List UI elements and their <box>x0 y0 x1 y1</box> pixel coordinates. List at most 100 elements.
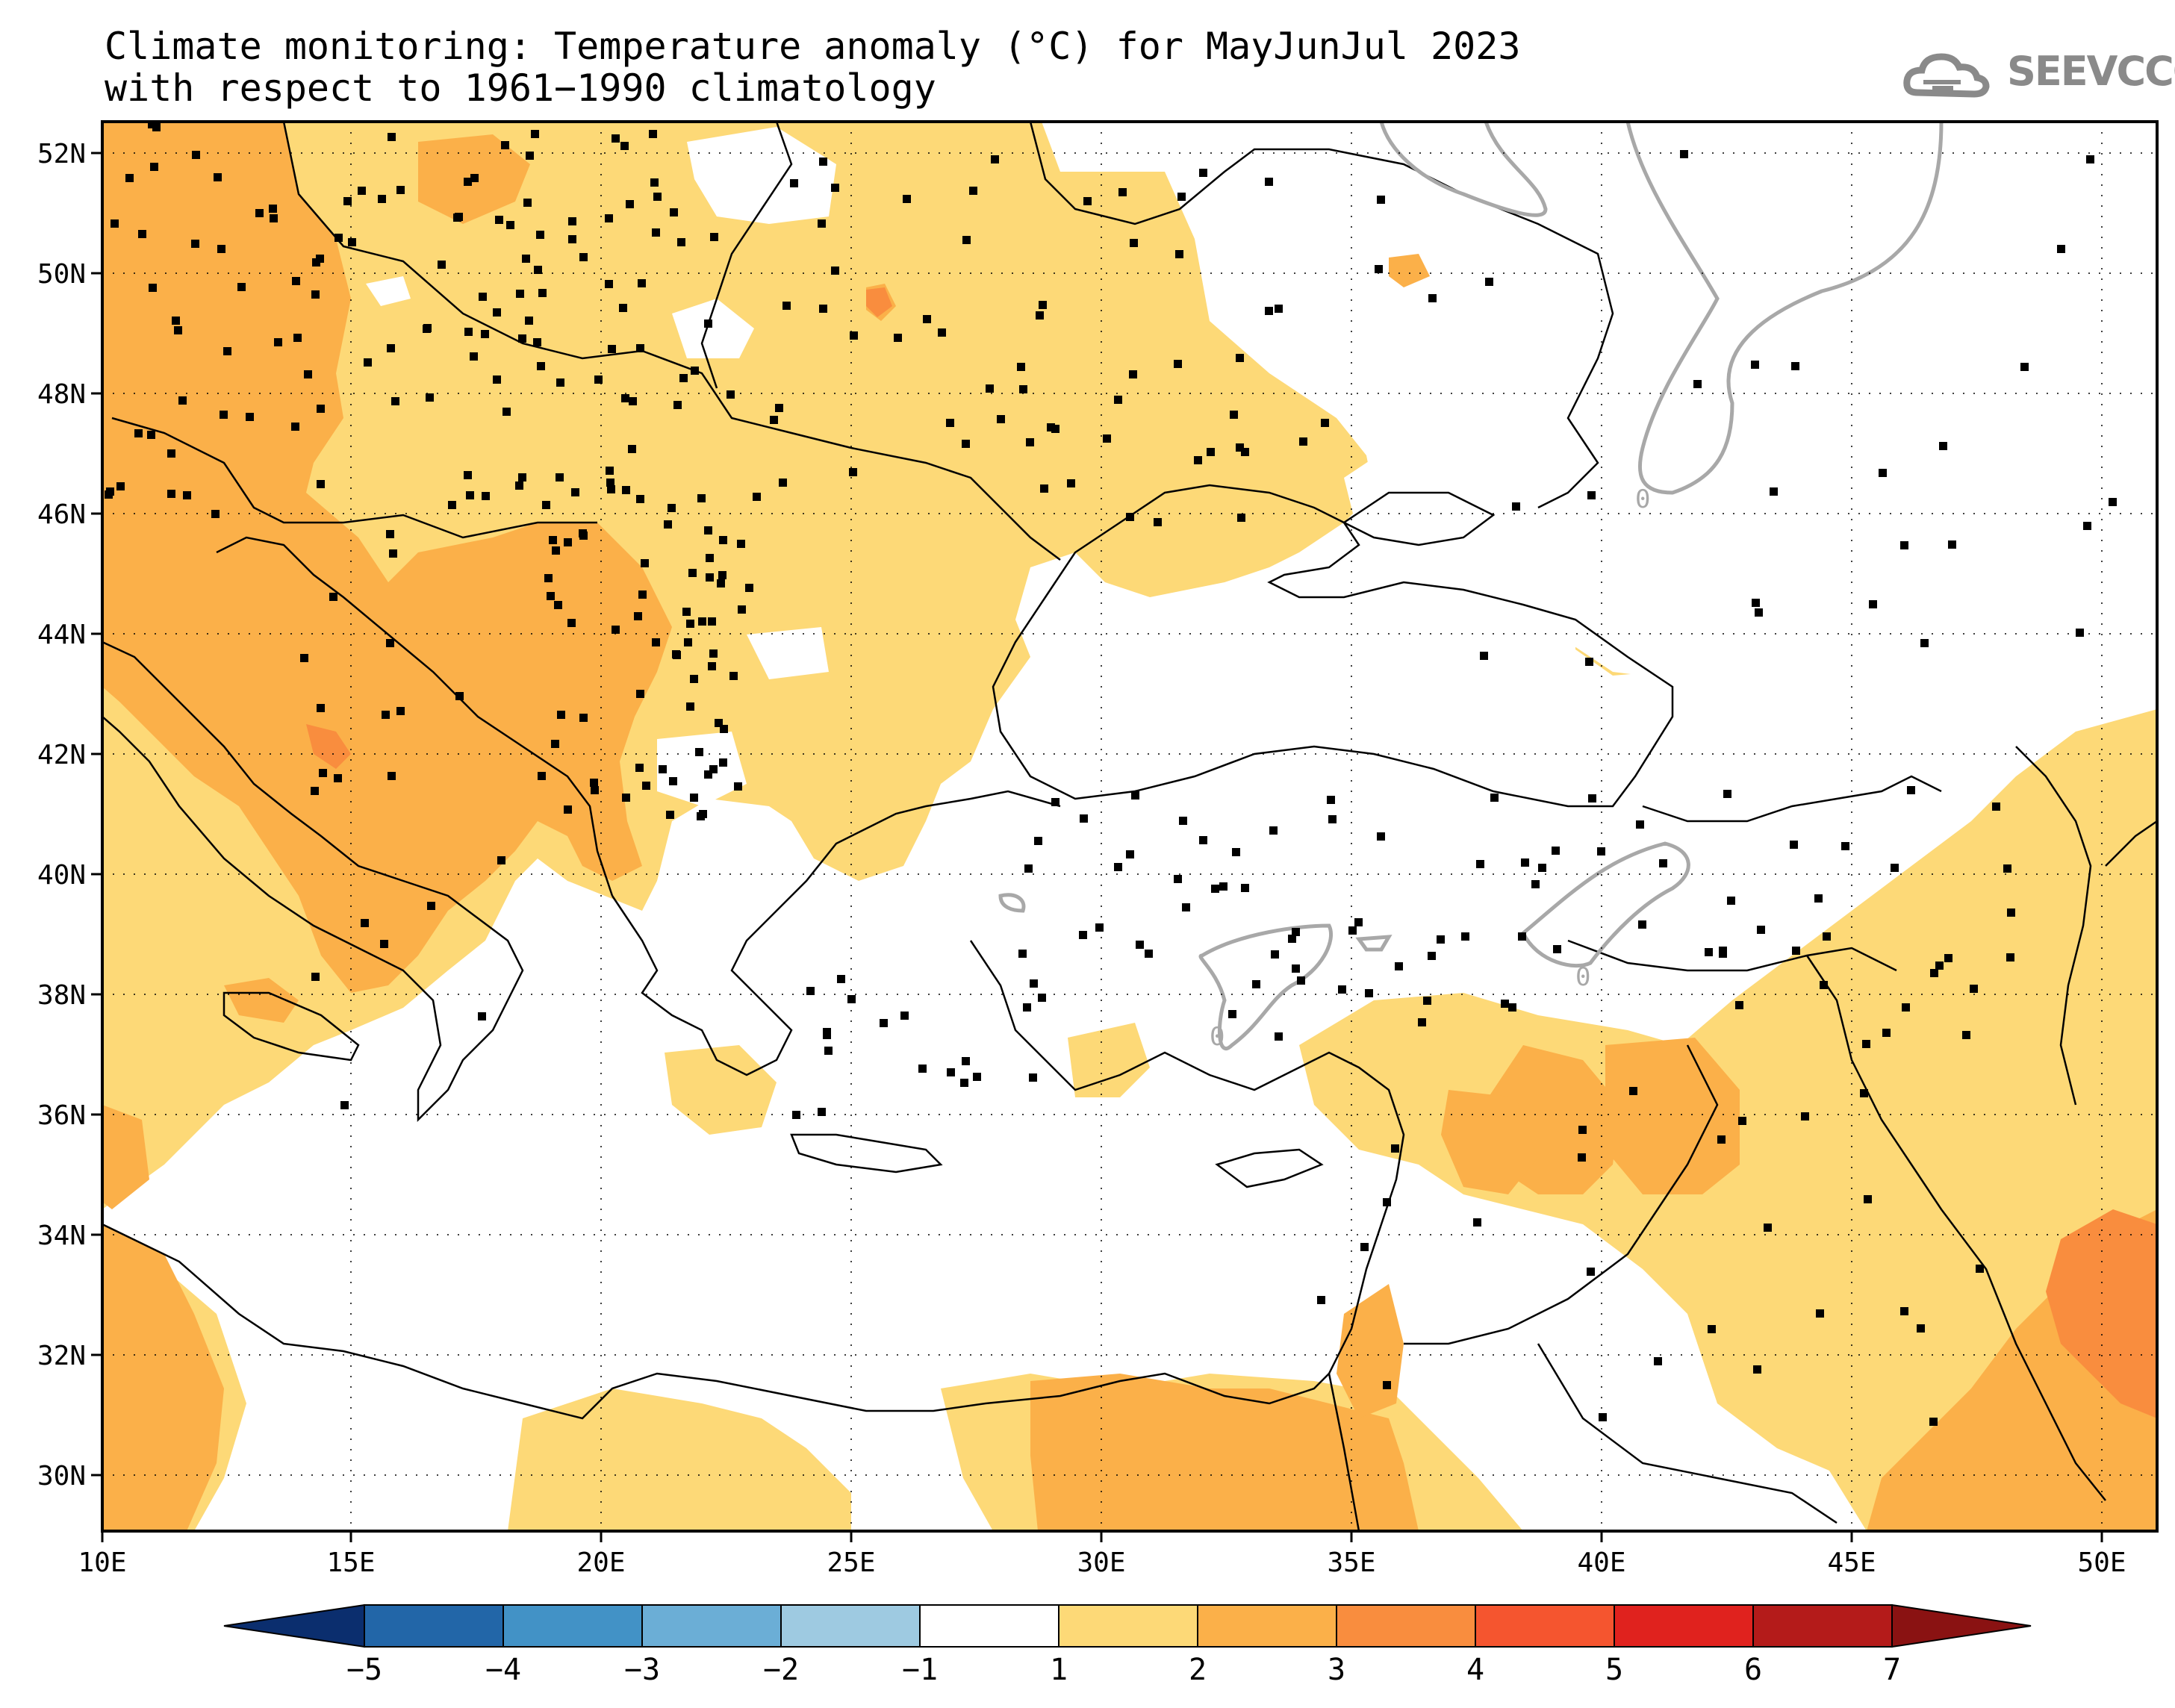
station-marker <box>1518 932 1526 941</box>
station-marker <box>478 1012 486 1020</box>
station-marker <box>628 445 636 453</box>
station-marker <box>619 304 627 312</box>
station-marker <box>1114 863 1122 871</box>
station-marker <box>172 317 180 325</box>
station-marker <box>1790 841 1798 849</box>
station-marker <box>361 919 369 927</box>
station-marker <box>1599 1413 1607 1421</box>
station-marker <box>806 987 815 995</box>
station-marker <box>659 765 667 773</box>
lat-tick-48n: 48N <box>37 379 86 410</box>
station-marker <box>1929 1418 1938 1426</box>
station-marker <box>1265 178 1273 186</box>
station-marker <box>311 290 320 299</box>
colorbar-label: −4 <box>485 1653 521 1687</box>
station-marker <box>525 317 533 325</box>
station-marker <box>571 488 579 496</box>
station-marker <box>672 650 680 658</box>
station-marker <box>946 419 954 427</box>
station-marker <box>340 1101 349 1109</box>
station-marker <box>1588 794 1596 802</box>
station-marker <box>670 208 678 216</box>
station-marker <box>673 401 682 409</box>
station-marker <box>638 279 646 287</box>
station-marker <box>1228 1010 1236 1018</box>
station-marker <box>1585 658 1593 666</box>
colorbar-arrow-left <box>223 1603 365 1648</box>
station-marker <box>426 393 434 402</box>
colorbar-label: 5 <box>1605 1653 1623 1687</box>
station-marker <box>636 495 644 503</box>
station-marker <box>849 468 857 476</box>
station-marker <box>612 626 620 634</box>
station-marker <box>697 494 706 502</box>
station-marker <box>710 233 718 241</box>
lat-tick-32n: 32N <box>37 1341 86 1371</box>
station-marker <box>537 362 545 370</box>
station-marker <box>1962 1031 1970 1039</box>
station-marker <box>348 238 356 246</box>
colorbar-segment <box>1197 1604 1337 1648</box>
station-marker <box>1321 419 1329 427</box>
contour-label-0-b: 0 <box>1575 962 1590 992</box>
station-marker <box>531 130 539 138</box>
station-marker <box>695 748 703 756</box>
station-marker <box>1423 997 1431 1005</box>
station-marker <box>438 261 446 269</box>
station-marker <box>1038 994 1046 1002</box>
station-marker <box>1473 1218 1481 1227</box>
station-marker <box>388 133 396 141</box>
contour-label-0-c: 0 <box>1210 1022 1225 1052</box>
station-marker <box>1869 600 1877 608</box>
station-marker <box>1118 188 1127 196</box>
station-marker <box>1512 502 1520 511</box>
station-marker <box>481 330 489 338</box>
station-marker <box>534 266 542 274</box>
lat-tick-52n: 52N <box>37 139 86 169</box>
colorbar-label: 1 <box>1050 1653 1068 1687</box>
station-marker <box>2076 629 2084 637</box>
station-marker <box>726 390 735 399</box>
station-marker <box>1437 935 1445 944</box>
station-marker <box>106 487 114 496</box>
station-marker <box>547 592 555 600</box>
station-marker <box>1036 311 1044 320</box>
station-marker <box>1317 1296 1325 1304</box>
colorbar-segment <box>1058 1604 1198 1648</box>
station-marker <box>1864 1195 1872 1203</box>
map-title-line-1: Climate monitoring: Temperature anomaly … <box>105 25 1521 68</box>
station-marker <box>818 219 826 228</box>
station-marker <box>679 374 688 382</box>
station-marker <box>167 449 175 458</box>
station-marker <box>792 1111 800 1119</box>
station-marker <box>691 367 699 375</box>
station-marker <box>1360 1243 1369 1251</box>
station-marker <box>217 245 225 253</box>
station-marker <box>641 559 649 567</box>
station-marker <box>1175 250 1183 258</box>
station-markers <box>105 122 2117 1426</box>
station-marker <box>111 219 119 228</box>
station-marker <box>1377 832 1385 841</box>
station-marker <box>1597 847 1605 855</box>
station-marker <box>1126 850 1134 858</box>
station-marker <box>502 408 511 416</box>
station-marker <box>605 214 613 222</box>
lat-tick-38n: 38N <box>37 980 86 1011</box>
station-marker <box>1521 858 1529 867</box>
station-marker <box>579 529 587 537</box>
station-marker <box>1753 1365 1761 1374</box>
station-marker <box>638 590 647 599</box>
station-marker <box>690 675 698 683</box>
colorbar-label: 6 <box>1744 1653 1762 1687</box>
station-marker <box>590 779 598 787</box>
station-marker <box>1944 954 1952 962</box>
station-marker <box>134 429 143 437</box>
station-marker <box>334 774 342 782</box>
lat-tick-36n: 36N <box>37 1100 86 1131</box>
station-marker <box>620 142 629 150</box>
station-marker <box>847 995 856 1003</box>
station-marker <box>1232 848 1240 856</box>
station-marker <box>1751 361 1759 369</box>
station-marker <box>708 617 716 626</box>
